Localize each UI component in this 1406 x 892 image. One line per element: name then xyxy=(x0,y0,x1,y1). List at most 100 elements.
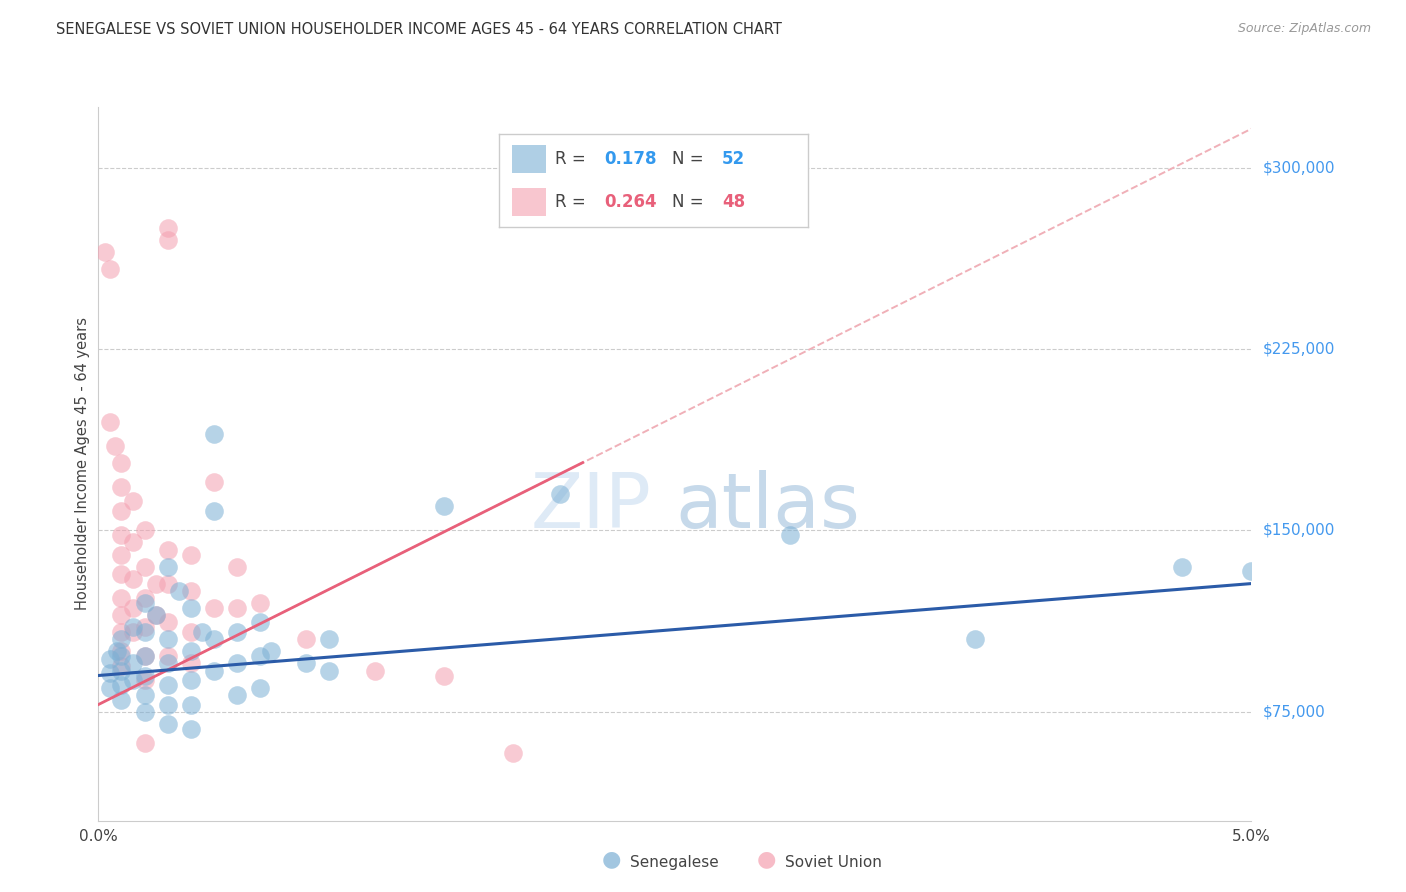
Text: 48: 48 xyxy=(721,194,745,211)
Point xyxy=(122,673,145,688)
Text: 0.264: 0.264 xyxy=(605,194,657,211)
Point xyxy=(180,722,202,736)
Point xyxy=(318,632,340,647)
Point xyxy=(156,559,179,574)
Point xyxy=(145,576,167,591)
Point xyxy=(156,233,179,247)
Point xyxy=(963,632,986,647)
Point xyxy=(134,624,156,639)
Bar xyxy=(512,188,546,216)
Text: $225,000: $225,000 xyxy=(1263,342,1334,357)
Point xyxy=(180,583,202,598)
Text: SENEGALESE VS SOVIET UNION HOUSEHOLDER INCOME AGES 45 - 64 YEARS CORRELATION CHA: SENEGALESE VS SOVIET UNION HOUSEHOLDER I… xyxy=(56,22,782,37)
Point xyxy=(122,600,145,615)
Text: ●: ● xyxy=(756,850,776,870)
Point xyxy=(156,657,179,671)
Point xyxy=(98,262,121,277)
Point xyxy=(180,644,202,658)
Text: Soviet Union: Soviet Union xyxy=(785,855,882,870)
Point xyxy=(134,649,156,664)
Point xyxy=(110,591,132,606)
Point xyxy=(156,221,179,235)
Point xyxy=(433,668,456,682)
Point xyxy=(318,664,340,678)
Point xyxy=(249,615,271,630)
Point xyxy=(202,632,225,647)
Point xyxy=(295,632,318,647)
Point xyxy=(249,596,271,610)
Text: ZIP: ZIP xyxy=(531,470,652,543)
Text: 52: 52 xyxy=(721,150,745,168)
Point xyxy=(110,607,132,622)
Text: $75,000: $75,000 xyxy=(1263,705,1326,719)
Text: N =: N = xyxy=(672,194,709,211)
Point xyxy=(1171,559,1194,574)
Point xyxy=(134,596,156,610)
Point xyxy=(134,559,156,574)
Text: Source: ZipAtlas.com: Source: ZipAtlas.com xyxy=(1237,22,1371,36)
Point xyxy=(225,559,247,574)
Point xyxy=(110,632,132,647)
Point xyxy=(260,644,283,658)
Point xyxy=(180,600,202,615)
Point xyxy=(180,624,202,639)
Text: Senegalese: Senegalese xyxy=(630,855,718,870)
Point xyxy=(548,487,571,501)
Point xyxy=(134,705,156,719)
Point xyxy=(110,624,132,639)
Point xyxy=(122,494,145,508)
Text: 0.178: 0.178 xyxy=(605,150,657,168)
Point xyxy=(110,649,132,664)
Point xyxy=(110,644,132,658)
Point xyxy=(202,426,225,441)
Point xyxy=(779,528,801,542)
Point xyxy=(110,480,132,494)
Point xyxy=(502,746,524,760)
Point xyxy=(122,624,145,639)
Text: ●: ● xyxy=(602,850,621,870)
Text: atlas: atlas xyxy=(675,470,859,543)
Point xyxy=(134,591,156,606)
Point xyxy=(225,600,247,615)
Point xyxy=(180,698,202,712)
Point xyxy=(122,620,145,634)
Point xyxy=(249,681,271,695)
Point xyxy=(1240,565,1263,579)
Point xyxy=(110,692,132,706)
Text: R =: R = xyxy=(555,150,591,168)
Point xyxy=(134,524,156,538)
Point xyxy=(225,688,247,702)
Point xyxy=(156,678,179,692)
Point xyxy=(134,649,156,664)
Point xyxy=(103,439,125,453)
Point xyxy=(122,535,145,549)
Bar xyxy=(512,145,546,173)
Point xyxy=(110,548,132,562)
Point xyxy=(180,657,202,671)
Point xyxy=(110,658,132,673)
Point xyxy=(122,572,145,586)
Point xyxy=(156,632,179,647)
Point xyxy=(134,673,156,688)
Point xyxy=(110,566,132,581)
Point xyxy=(122,657,145,671)
Point xyxy=(156,698,179,712)
Point xyxy=(156,717,179,731)
Point xyxy=(180,548,202,562)
Point xyxy=(98,681,121,695)
Text: $300,000: $300,000 xyxy=(1263,160,1334,175)
Point xyxy=(94,245,117,260)
Point xyxy=(110,504,132,518)
Point xyxy=(110,456,132,470)
Text: R =: R = xyxy=(555,194,591,211)
Point xyxy=(295,657,318,671)
Point xyxy=(134,668,156,682)
Point xyxy=(105,644,128,658)
Point xyxy=(202,664,225,678)
Point xyxy=(110,678,132,692)
Point xyxy=(145,607,167,622)
Point xyxy=(191,624,214,639)
Point xyxy=(156,576,179,591)
Point xyxy=(180,673,202,688)
Point xyxy=(249,649,271,664)
